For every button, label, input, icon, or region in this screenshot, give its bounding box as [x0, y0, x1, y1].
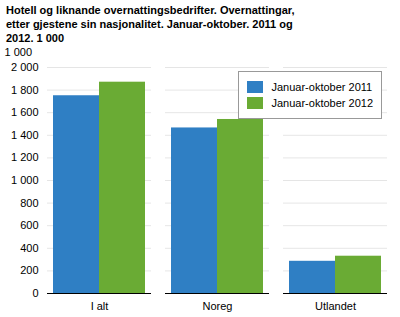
svg-text:600: 600 [20, 219, 38, 231]
html-text:Januar-oktober 2012: Januar-oktober 2012 [271, 97, 373, 109]
svg-text:800: 800 [20, 197, 38, 209]
svg-text:1 200: 1 200 [11, 151, 39, 163]
svg-text:2 000: 2 000 [11, 61, 39, 73]
svg-text:400: 400 [20, 242, 38, 254]
svg-text:I alt: I alt [91, 300, 109, 312]
svg-text:200: 200 [20, 264, 38, 276]
svg-text:0: 0 [32, 287, 38, 299]
html-text:Januar-oktober 2011: Januar-oktober 2011 [271, 81, 373, 93]
svg-text:1 400: 1 400 [11, 129, 39, 141]
svg-text:1 000: 1 000 [11, 174, 39, 186]
svg-text:1 000: 1 000 [5, 46, 33, 58]
svg-text:1 800: 1 800 [11, 84, 39, 96]
svg-text:Utlandet: Utlandet [315, 300, 356, 312]
html-text:Hotell og liknande overnatting: Hotell og liknande overnattingsbedrifter… [6, 4, 295, 44]
svg-text:1 600: 1 600 [11, 106, 39, 118]
svg-text:Noreg: Noreg [203, 300, 233, 312]
